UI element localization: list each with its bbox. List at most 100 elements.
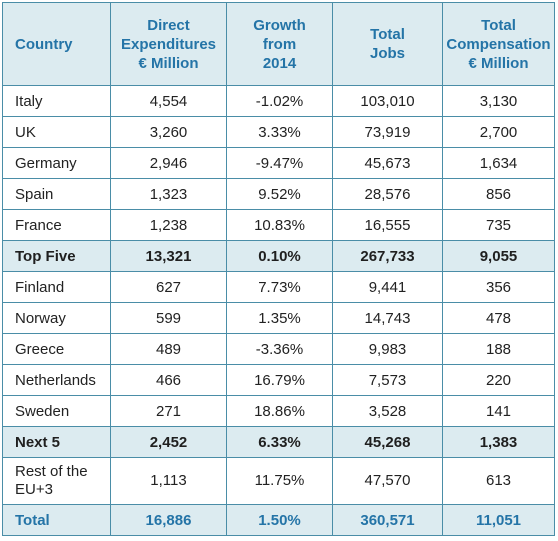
table-row: UK 3,260 3.33% 73,919 2,700 xyxy=(2,116,555,148)
header-growth-line: 2014 xyxy=(262,54,297,72)
compensation-cell: 1,383 xyxy=(442,426,555,458)
table-row: Spain 1,323 9.52% 28,576 856 xyxy=(2,178,555,210)
growth-cell: 10.83% xyxy=(226,209,333,241)
table-header: Country Direct Expenditures € Million Gr… xyxy=(2,2,555,86)
subtotal-row: Top Five 13,321 0.10% 267,733 9,055 xyxy=(2,240,555,272)
spending-table: Country Direct Expenditures € Million Gr… xyxy=(2,2,555,536)
compensation-cell: 856 xyxy=(442,178,555,210)
header-total-compensation-line: Compensation xyxy=(446,35,551,53)
growth-cell: 3.33% xyxy=(226,116,333,148)
compensation-cell: 141 xyxy=(442,395,555,427)
expenditures-cell: 466 xyxy=(110,364,227,396)
table-row: Germany 2,946 -9.47% 45,673 1,634 xyxy=(2,147,555,179)
growth-cell: 9.52% xyxy=(226,178,333,210)
header-total-compensation-line: € Million xyxy=(468,54,529,72)
country-cell: Germany xyxy=(2,147,111,179)
jobs-cell: 3,528 xyxy=(332,395,443,427)
expenditures-cell: 1,113 xyxy=(110,457,227,505)
country-cell: Netherlands xyxy=(2,364,111,396)
expenditures-cell: 2,946 xyxy=(110,147,227,179)
table-row: Sweden 271 18.86% 3,528 141 xyxy=(2,395,555,427)
compensation-cell: 2,700 xyxy=(442,116,555,148)
compensation-cell: 1,634 xyxy=(442,147,555,179)
country-cell: Spain xyxy=(2,178,111,210)
header-total-compensation: Total Compensation € Million xyxy=(442,2,555,86)
header-total-compensation-line: Total xyxy=(481,16,516,34)
table-row: Italy 4,554 -1.02% 103,010 3,130 xyxy=(2,85,555,117)
country-cell: Finland xyxy=(2,271,111,303)
table-row: Rest of the EU+3 1,113 11.75% 47,570 613 xyxy=(2,457,555,505)
header-total-jobs: Total Jobs xyxy=(332,2,443,86)
country-cell: Sweden xyxy=(2,395,111,427)
jobs-cell: 9,441 xyxy=(332,271,443,303)
jobs-cell: 14,743 xyxy=(332,302,443,334)
country-cell: Top Five xyxy=(2,240,111,272)
header-country: Country xyxy=(2,2,111,86)
compensation-cell: 220 xyxy=(442,364,555,396)
subtotal-row: Next 5 2,452 6.33% 45,268 1,383 xyxy=(2,426,555,458)
table-row: Greece 489 -3.36% 9,983 188 xyxy=(2,333,555,365)
jobs-cell: 103,010 xyxy=(332,85,443,117)
header-growth: Growth from 2014 xyxy=(226,2,333,86)
table-body: Italy 4,554 -1.02% 103,010 3,130 UK 3,26… xyxy=(2,85,555,536)
growth-cell: -9.47% xyxy=(226,147,333,179)
compensation-cell: 478 xyxy=(442,302,555,334)
header-direct-expenditures-line: Expenditures xyxy=(120,35,217,53)
jobs-cell: 7,573 xyxy=(332,364,443,396)
expenditures-cell: 3,260 xyxy=(110,116,227,148)
compensation-cell: 356 xyxy=(442,271,555,303)
growth-cell: 7.73% xyxy=(226,271,333,303)
table-row: Netherlands 466 16.79% 7,573 220 xyxy=(2,364,555,396)
table-container: Country Direct Expenditures € Million Gr… xyxy=(2,2,555,536)
compensation-cell: 613 xyxy=(442,457,555,505)
header-direct-expenditures-line: € Million xyxy=(138,54,199,72)
country-cell-line: Rest of the xyxy=(15,463,88,480)
header-total-jobs-line: Total xyxy=(370,26,405,43)
jobs-cell: 45,673 xyxy=(332,147,443,179)
growth-cell: -1.02% xyxy=(226,85,333,117)
growth-cell: 1.35% xyxy=(226,302,333,334)
compensation-cell: 188 xyxy=(442,333,555,365)
growth-cell: 1.50% xyxy=(226,504,333,536)
expenditures-cell: 1,238 xyxy=(110,209,227,241)
expenditures-cell: 4,554 xyxy=(110,85,227,117)
expenditures-cell: 271 xyxy=(110,395,227,427)
country-cell: France xyxy=(2,209,111,241)
jobs-cell: 9,983 xyxy=(332,333,443,365)
header-growth-line: Growth xyxy=(253,16,306,34)
growth-cell: 18.86% xyxy=(226,395,333,427)
jobs-cell: 45,268 xyxy=(332,426,443,458)
country-cell: UK xyxy=(2,116,111,148)
jobs-cell: 360,571 xyxy=(332,504,443,536)
expenditures-cell: 599 xyxy=(110,302,227,334)
country-cell: Italy xyxy=(2,85,111,117)
expenditures-cell: 1,323 xyxy=(110,178,227,210)
growth-cell: -3.36% xyxy=(226,333,333,365)
table-row: Norway 599 1.35% 14,743 478 xyxy=(2,302,555,334)
growth-cell: 0.10% xyxy=(226,240,333,272)
expenditures-cell: 627 xyxy=(110,271,227,303)
compensation-cell: 735 xyxy=(442,209,555,241)
country-cell: Next 5 xyxy=(2,426,111,458)
table-row: Finland 627 7.73% 9,441 356 xyxy=(2,271,555,303)
expenditures-cell: 489 xyxy=(110,333,227,365)
growth-cell: 6.33% xyxy=(226,426,333,458)
expenditures-cell: 16,886 xyxy=(110,504,227,536)
jobs-cell: 16,555 xyxy=(332,209,443,241)
compensation-cell: 9,055 xyxy=(442,240,555,272)
header-growth-line: from xyxy=(262,35,297,53)
growth-cell: 16.79% xyxy=(226,364,333,396)
growth-cell: 11.75% xyxy=(226,457,333,505)
compensation-cell: 3,130 xyxy=(442,85,555,117)
jobs-cell: 267,733 xyxy=(332,240,443,272)
country-cell: Total xyxy=(2,504,111,536)
header-total-jobs-line: Jobs xyxy=(369,45,405,62)
expenditures-cell: 2,452 xyxy=(110,426,227,458)
header-direct-expenditures-line: Direct xyxy=(147,16,190,34)
compensation-cell: 11,051 xyxy=(442,504,555,536)
total-row: Total 16,886 1.50% 360,571 11,051 xyxy=(2,504,555,536)
table-row: France 1,238 10.83% 16,555 735 xyxy=(2,209,555,241)
header-row: Country Direct Expenditures € Million Gr… xyxy=(2,2,555,86)
expenditures-cell: 13,321 xyxy=(110,240,227,272)
jobs-cell: 28,576 xyxy=(332,178,443,210)
